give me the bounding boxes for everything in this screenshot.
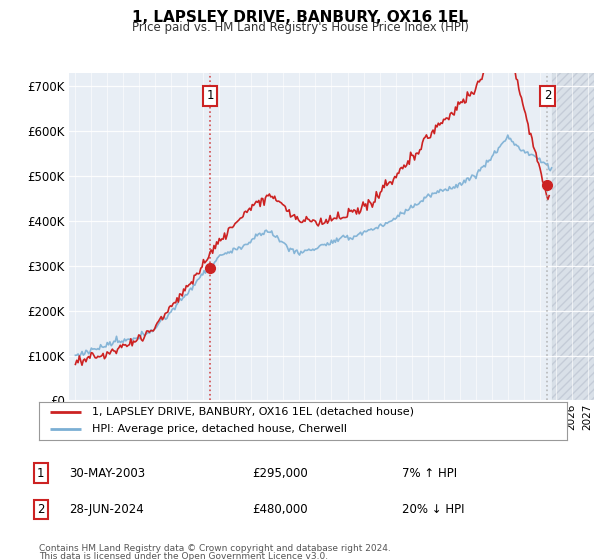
Text: 7% ↑ HPI: 7% ↑ HPI (402, 466, 457, 480)
Text: This data is licensed under the Open Government Licence v3.0.: This data is licensed under the Open Gov… (39, 552, 328, 560)
Text: HPI: Average price, detached house, Cherwell: HPI: Average price, detached house, Cher… (92, 424, 347, 435)
Bar (551, 73, 594, 400)
Text: Contains HM Land Registry data © Crown copyright and database right 2024.: Contains HM Land Registry data © Crown c… (39, 544, 391, 553)
Text: 20% ↓ HPI: 20% ↓ HPI (402, 503, 464, 516)
Text: 1, LAPSLEY DRIVE, BANBURY, OX16 1EL: 1, LAPSLEY DRIVE, BANBURY, OX16 1EL (132, 10, 468, 25)
Text: 2: 2 (544, 89, 551, 102)
Text: £480,000: £480,000 (252, 503, 308, 516)
Text: 1, LAPSLEY DRIVE, BANBURY, OX16 1EL (detached house): 1, LAPSLEY DRIVE, BANBURY, OX16 1EL (det… (92, 407, 414, 417)
Text: 1: 1 (37, 466, 44, 480)
Text: Price paid vs. HM Land Registry's House Price Index (HPI): Price paid vs. HM Land Registry's House … (131, 21, 469, 34)
Text: 28-JUN-2024: 28-JUN-2024 (69, 503, 144, 516)
Bar (551, 73, 594, 400)
Text: 30-MAY-2003: 30-MAY-2003 (69, 466, 145, 480)
Text: £295,000: £295,000 (252, 466, 308, 480)
Text: 1: 1 (206, 89, 214, 102)
Text: 2: 2 (37, 503, 44, 516)
